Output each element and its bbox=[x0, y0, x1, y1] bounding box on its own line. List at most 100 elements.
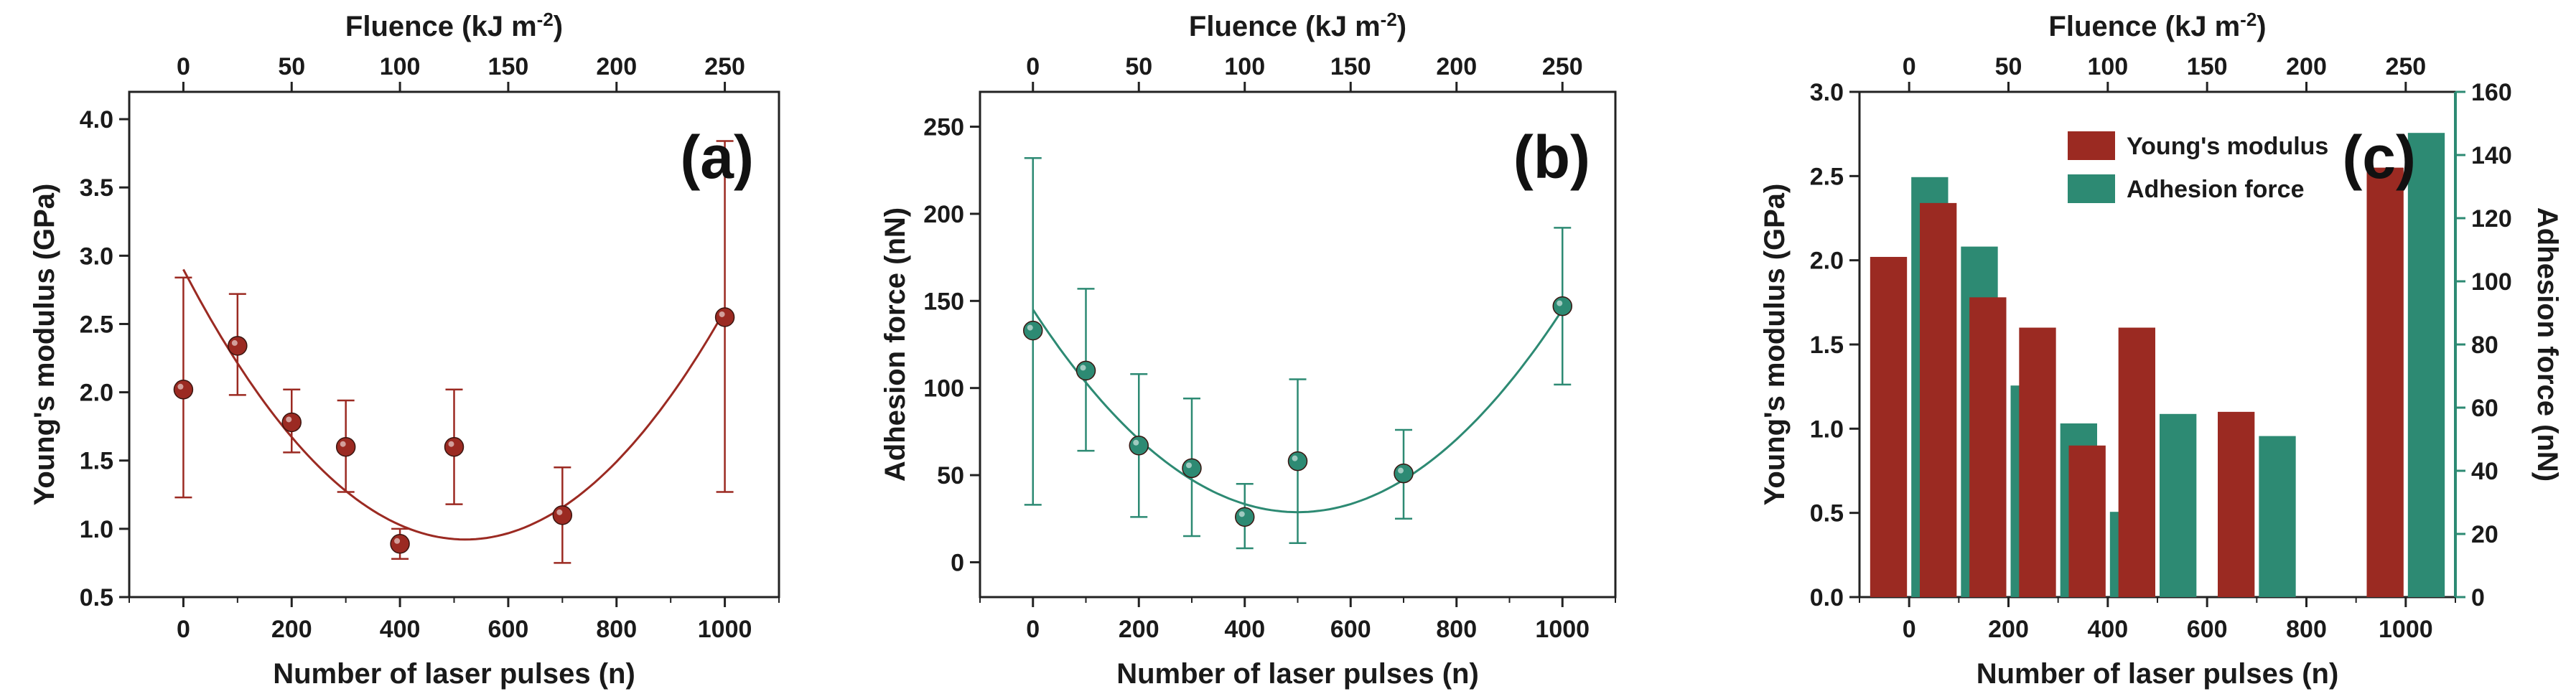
panel-1-top-tick-label: 150 bbox=[1330, 53, 1371, 80]
panel-0-x-tick-label: 1000 bbox=[698, 616, 752, 643]
panel-2-top-tick-label: 0 bbox=[1903, 53, 1916, 80]
panel-2-right-tick-label: 80 bbox=[2471, 332, 2498, 359]
panel-1-y-tick-label: 150 bbox=[923, 288, 964, 315]
panel-2-top-tick-label: 150 bbox=[2187, 53, 2228, 80]
panel-1-data-point bbox=[1235, 507, 1255, 527]
panel-0-data-point bbox=[444, 436, 465, 457]
panel-1-label: (b) bbox=[1513, 123, 1590, 191]
panel-1-top-tick-label: 200 bbox=[1436, 53, 1477, 80]
panel-2-top-tick-label: 200 bbox=[2286, 53, 2327, 80]
panel-2-bar-modulus bbox=[1870, 256, 1908, 597]
panel-0-data-point bbox=[390, 534, 410, 554]
panel-2-x-axis-title: Number of laser pulses (n) bbox=[1977, 658, 2339, 690]
panel-0-y-tick-label: 1.5 bbox=[80, 448, 113, 475]
panel-1-y-tick-label: 250 bbox=[923, 114, 964, 141]
panel-1-y-tick-label: 0 bbox=[951, 549, 964, 576]
panel-2-bar-modulus bbox=[1920, 202, 1957, 597]
panel-2-top-axis-title-main: Fluence (kJ m bbox=[2048, 11, 2240, 42]
panel-2-bar-modulus bbox=[1969, 297, 2007, 597]
panel-2-right-tick-label: 140 bbox=[2471, 142, 2512, 169]
panel-0-data-point bbox=[714, 307, 735, 327]
panel-1-top-tick-label: 250 bbox=[1542, 53, 1583, 80]
panel-2-x-tick-label: 600 bbox=[2187, 616, 2228, 643]
panel-0-x-tick-label: 400 bbox=[380, 616, 421, 643]
panel-0-top-axis-title-sup: -2 bbox=[537, 9, 554, 30]
panel-0-data-point-highlight bbox=[394, 538, 401, 544]
panel-1-top-axis-title-sup: -2 bbox=[1381, 9, 1397, 30]
panel-1-x-tick-label: 800 bbox=[1436, 616, 1477, 643]
panel-1-top-axis-title: Fluence (kJ m-2) bbox=[1189, 9, 1406, 42]
panel-1-x-tick-label: 400 bbox=[1224, 616, 1265, 643]
panel-1-data-point-highlight bbox=[1080, 365, 1086, 371]
panel-2-bar-adhesion bbox=[2160, 413, 2197, 597]
panel-1-data-point bbox=[1129, 436, 1149, 456]
panel-0-data-point bbox=[335, 436, 356, 457]
panel-2-bar-modulus bbox=[2218, 411, 2255, 597]
panel-1-data-point bbox=[1552, 296, 1572, 316]
panel-2-y-tick-label: 0.0 bbox=[1810, 584, 1844, 611]
panel-2-y-tick-label: 1.5 bbox=[1810, 332, 1844, 359]
panel-0-top-axis-title-main: Fluence (kJ m bbox=[345, 11, 537, 42]
panel-1-x-tick-label: 0 bbox=[1026, 616, 1040, 643]
panel-1-top-axis-title-main: Fluence (kJ m bbox=[1189, 11, 1381, 42]
panel-2-right-axis-title: Adhesion force (nN) bbox=[2531, 207, 2563, 482]
panel-1-y-tick-label: 100 bbox=[923, 375, 964, 403]
panel-0-fit-curve bbox=[182, 268, 726, 541]
panel-2-right-tick-label: 100 bbox=[2471, 268, 2512, 296]
panel-1-y-axis-title: Adhesion force (nN) bbox=[879, 207, 911, 482]
panel-1-x-tick-label: 600 bbox=[1330, 616, 1371, 643]
panel-2-top-axis-title: Fluence (kJ m-2) bbox=[2048, 9, 2266, 42]
panel-2-bar-adhesion bbox=[2407, 133, 2445, 597]
panel-1-data-point-highlight bbox=[1133, 439, 1139, 446]
panel-2-y-tick-label: 2.0 bbox=[1810, 248, 1844, 275]
panel-2-y-tick-label: 3.0 bbox=[1810, 79, 1844, 106]
panel-2-right-tick-label: 20 bbox=[2471, 521, 2498, 548]
panel-0-data-point-highlight bbox=[177, 383, 184, 390]
panel-2-bar-modulus bbox=[2068, 445, 2106, 597]
panel-1-data-point bbox=[1182, 458, 1202, 479]
panel-0-y-tick-label: 0.5 bbox=[80, 584, 113, 611]
panel-0-top-tick-label: 150 bbox=[488, 53, 529, 80]
panel-1-top-tick-label: 100 bbox=[1224, 53, 1265, 80]
panel-2-right-tick-label: 120 bbox=[2471, 205, 2512, 233]
panel-2-x-tick-label: 400 bbox=[2087, 616, 2128, 643]
panel-2-right-tick-label: 160 bbox=[2471, 79, 2512, 106]
panel-2-legend-label-adhesion: Adhesion force bbox=[2127, 176, 2304, 203]
panel-2-legend-swatch-modulus bbox=[2068, 131, 2115, 160]
panel-0-y-tick-label: 2.5 bbox=[80, 311, 113, 338]
panel-2-right-tick-label: 0 bbox=[2471, 584, 2485, 611]
panel-2-y-tick-label: 1.0 bbox=[1810, 416, 1844, 443]
panel-0-top-tick-label: 0 bbox=[177, 53, 190, 80]
panel-0-x-axis-title: Number of laser pulses (n) bbox=[273, 658, 635, 690]
panel-1-data-point-highlight bbox=[1027, 324, 1033, 331]
panel-0-data-point bbox=[228, 336, 248, 356]
panel-1-x-axis-title: Number of laser pulses (n) bbox=[1116, 658, 1479, 690]
panel-0-top-tick-label: 100 bbox=[380, 53, 421, 80]
panel-0-data-point-highlight bbox=[448, 441, 454, 447]
panel-2-right-tick-label: 40 bbox=[2471, 458, 2498, 485]
panel-1-y-tick-label: 50 bbox=[937, 462, 964, 489]
panel-1-top-tick-label: 50 bbox=[1125, 53, 1152, 80]
panel-2-legend-swatch-adhesion bbox=[2068, 174, 2115, 203]
panel-1-data-point bbox=[1287, 451, 1308, 472]
panel-0-top-axis-title-end: ) bbox=[554, 11, 563, 42]
panel-0-data-point bbox=[281, 412, 302, 433]
panel-2-y-tick-label: 0.5 bbox=[1810, 500, 1844, 527]
panel-1-data-point-highlight bbox=[1292, 455, 1298, 461]
panel-1-top-tick-label: 0 bbox=[1026, 53, 1040, 80]
panel-0-top-tick-label: 250 bbox=[704, 53, 745, 80]
panel-0: 0 200 400 600 800 1000 0 50 100 150 200 250 0.5 1.0 1.… bbox=[29, 9, 780, 690]
panel-0-y-tick-label: 1.0 bbox=[80, 516, 113, 543]
panel-2-x-tick-label: 0 bbox=[1903, 616, 1916, 643]
panel-2-y-axis-title: Young's modulus (GPa) bbox=[1759, 184, 1791, 506]
panel-2-y-tick-label: 2.5 bbox=[1810, 163, 1844, 190]
panel-1-data-point-highlight bbox=[1557, 300, 1563, 306]
panel-0-data-point-highlight bbox=[286, 416, 292, 423]
panel-1-top-axis-title-end: ) bbox=[1397, 11, 1406, 42]
panel-2-bar-modulus bbox=[2019, 327, 2056, 597]
panel-0-top-tick-label: 200 bbox=[596, 53, 637, 80]
panel-0-data-point bbox=[552, 505, 573, 525]
panel-2-x-tick-label: 200 bbox=[1988, 616, 2029, 643]
